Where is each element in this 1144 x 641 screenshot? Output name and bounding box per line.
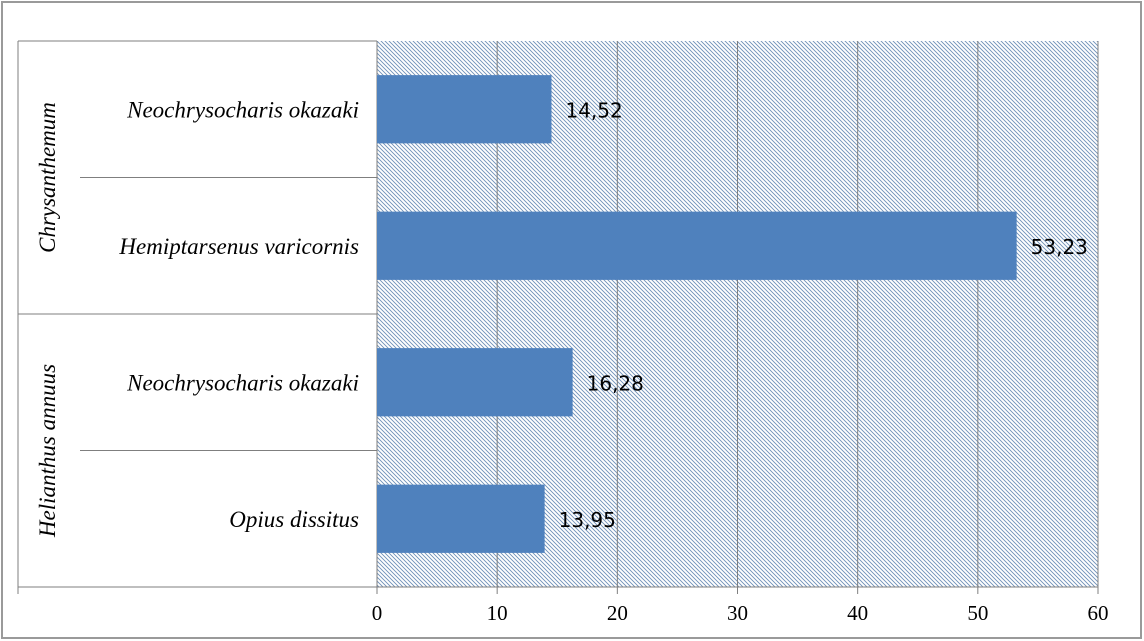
group-label: Helianthus annuus bbox=[35, 364, 60, 538]
x-tick-label: 0 bbox=[372, 601, 383, 625]
group-label: Chrysanthemum bbox=[35, 102, 60, 253]
category-label: Neochrysocharis okazaki bbox=[126, 370, 359, 395]
bar bbox=[377, 211, 1017, 280]
category-label: Opius dissitus bbox=[229, 507, 359, 532]
category-label: Hemiptarsenus varicornis bbox=[118, 234, 359, 259]
data-label: 16,28 bbox=[587, 371, 644, 395]
x-tick-label: 20 bbox=[607, 601, 628, 625]
bars bbox=[377, 75, 1017, 553]
data-label: 13,95 bbox=[559, 508, 616, 532]
data-label: 14,52 bbox=[565, 98, 622, 122]
bar bbox=[377, 484, 545, 553]
labels: 0 10 20 30 40 50 60 14,52 Neochrysocharis okazak… bbox=[35, 97, 1109, 625]
data-label: 53,23 bbox=[1031, 235, 1088, 259]
x-tick-label: 10 bbox=[487, 601, 508, 625]
bar bbox=[377, 75, 552, 144]
axes bbox=[17, 40, 1099, 594]
x-tick-label: 30 bbox=[727, 601, 748, 625]
x-tick-label: 60 bbox=[1088, 601, 1109, 625]
bar bbox=[377, 348, 573, 417]
x-tick-label: 50 bbox=[967, 601, 988, 625]
category-label: Neochrysocharis okazaki bbox=[126, 97, 359, 122]
x-tick-label: 40 bbox=[847, 601, 868, 625]
